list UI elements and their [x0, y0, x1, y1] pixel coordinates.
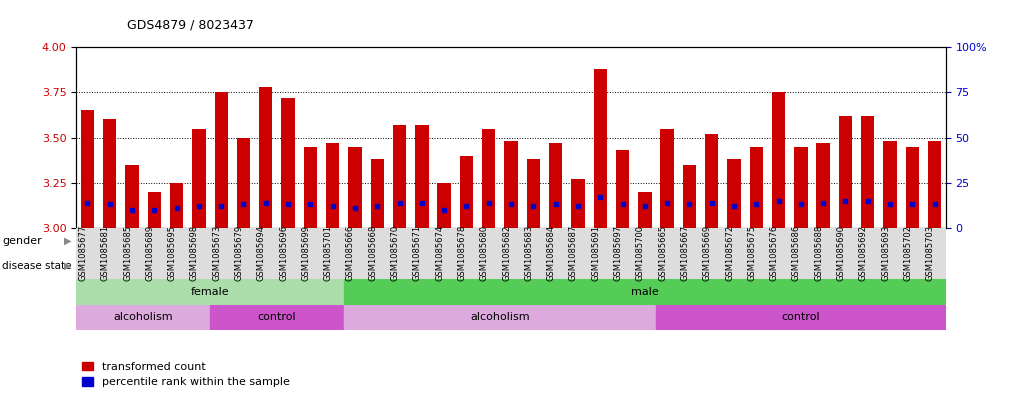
Bar — [616, 150, 630, 228]
Bar — [348, 147, 362, 228]
Bar — [572, 179, 585, 228]
Bar — [215, 92, 228, 228]
Bar — [656, 305, 946, 330]
Text: GDS4879 / 8023437: GDS4879 / 8023437 — [127, 18, 254, 31]
Bar — [772, 92, 785, 228]
Text: control: control — [257, 312, 296, 322]
Bar — [237, 138, 250, 228]
Text: ▶: ▶ — [64, 261, 72, 271]
Text: ▶: ▶ — [64, 236, 72, 246]
Bar — [794, 147, 807, 228]
Bar — [750, 147, 763, 228]
Bar — [326, 143, 340, 228]
Bar — [527, 159, 540, 228]
Bar — [817, 143, 830, 228]
Legend: transformed count, percentile rank within the sample: transformed count, percentile rank withi… — [81, 362, 290, 387]
Bar — [727, 159, 740, 228]
Bar — [549, 143, 562, 228]
Bar — [211, 305, 344, 330]
Text: disease state: disease state — [2, 261, 71, 271]
Bar — [76, 305, 211, 330]
Bar — [906, 147, 919, 228]
Bar — [170, 183, 183, 228]
Bar — [504, 141, 518, 228]
Bar — [125, 165, 138, 228]
Bar — [393, 125, 406, 228]
Bar — [660, 129, 674, 228]
Bar — [304, 147, 317, 228]
Bar — [482, 129, 495, 228]
Bar — [638, 192, 652, 228]
Bar — [259, 87, 273, 228]
Text: alcoholism: alcoholism — [113, 312, 173, 322]
Bar — [76, 279, 344, 305]
Bar — [884, 141, 897, 228]
Text: female: female — [191, 287, 230, 297]
Bar — [103, 119, 116, 228]
Bar — [594, 69, 607, 228]
Bar — [437, 183, 451, 228]
Bar — [344, 279, 946, 305]
Bar — [928, 141, 942, 228]
Bar — [861, 116, 875, 228]
Text: alcoholism: alcoholism — [470, 312, 530, 322]
Bar — [80, 110, 95, 228]
Bar — [839, 116, 852, 228]
Text: gender: gender — [2, 236, 42, 246]
Bar — [282, 98, 295, 228]
Bar — [147, 192, 161, 228]
Bar — [682, 165, 696, 228]
Bar — [344, 305, 656, 330]
Text: control: control — [782, 312, 820, 322]
Bar — [460, 156, 473, 228]
Bar — [415, 125, 428, 228]
Bar — [192, 129, 205, 228]
Bar — [370, 159, 384, 228]
Text: male: male — [631, 287, 659, 297]
Bar — [705, 134, 718, 228]
